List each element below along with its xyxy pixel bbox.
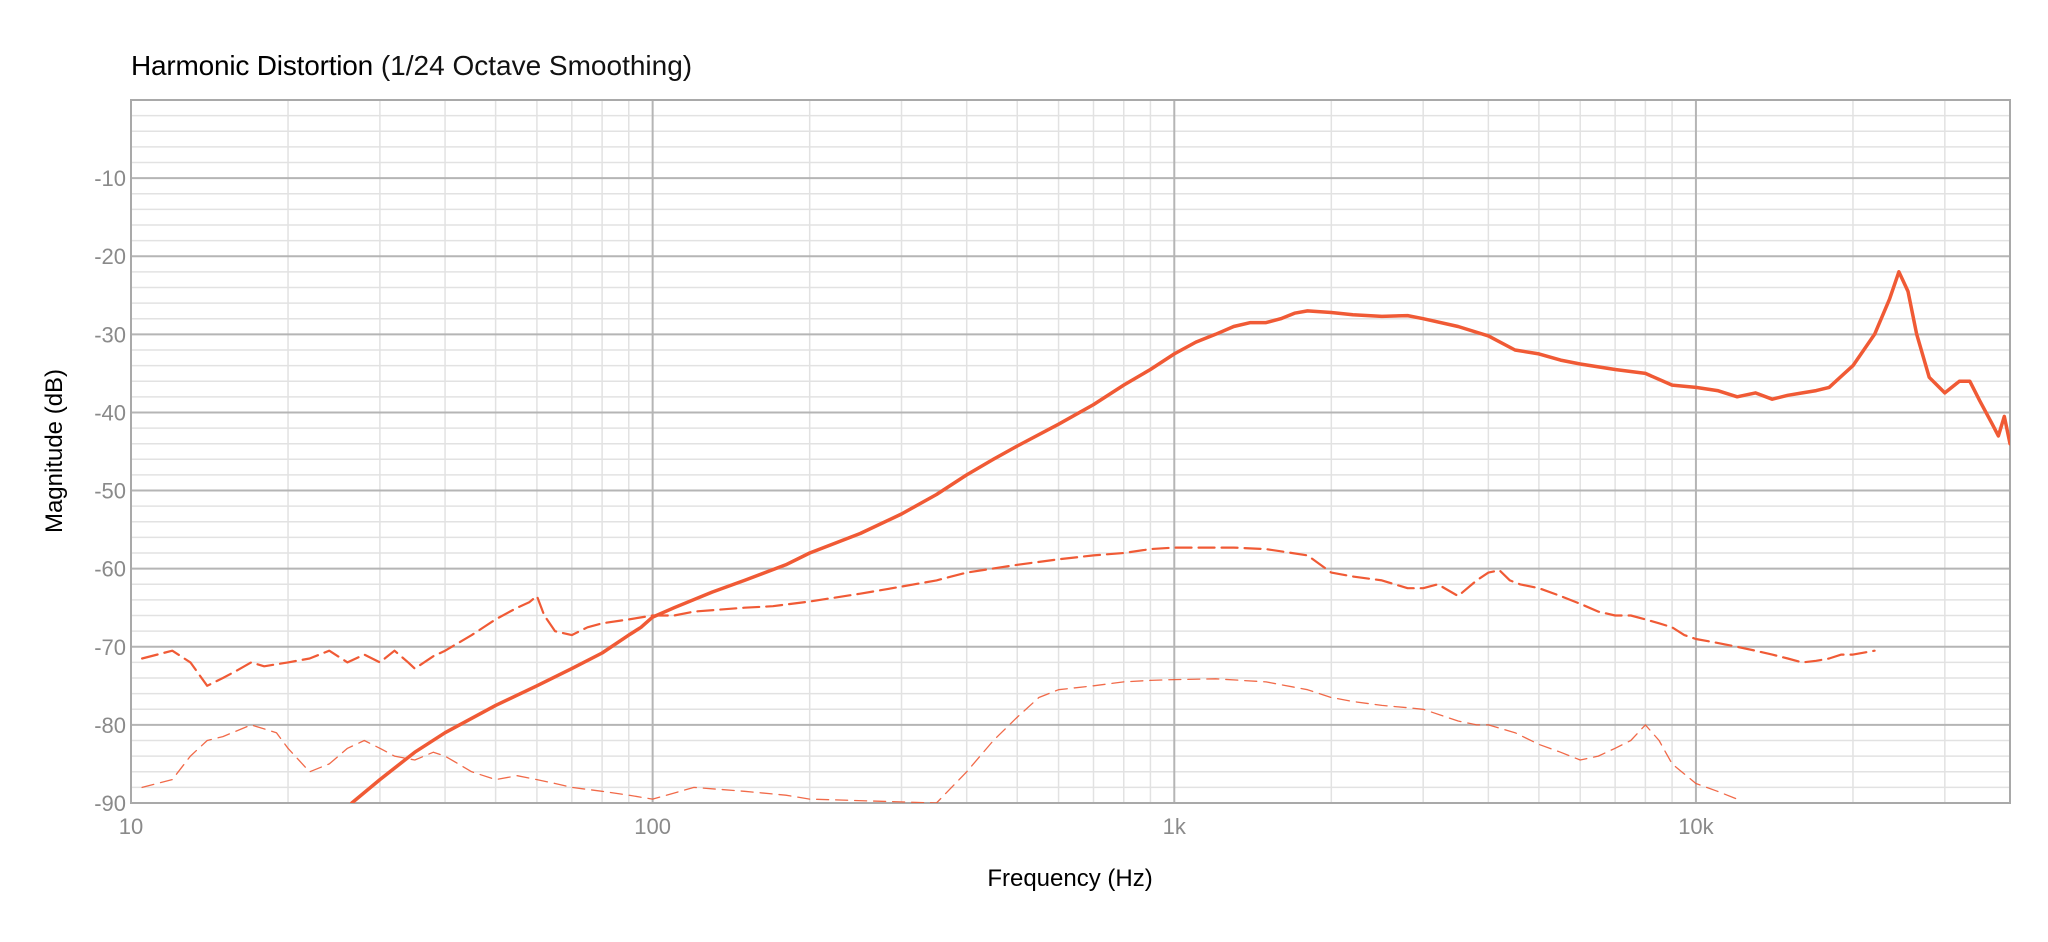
series-line-2	[141, 546, 1876, 687]
y-tick-labels: -10 -20 -30 -40 -50 -60 -70 -80 -90	[94, 166, 126, 816]
x-tick-labels: 10 100 1k 10k	[119, 814, 1715, 839]
y-tick-label: -20	[94, 244, 126, 269]
minor-gridlines	[131, 100, 2010, 803]
series-line-3	[141, 678, 1738, 803]
y-tick-label: -30	[94, 322, 126, 347]
plot-frame	[130, 99, 2011, 804]
x-axis-label: Frequency (Hz)	[987, 865, 1152, 892]
y-tick-label: -10	[94, 166, 126, 191]
y-tick-label: -40	[94, 400, 126, 425]
chart-subtitle: (1/24 Octave Smoothing)	[380, 50, 693, 81]
y-tick-label: -90	[94, 791, 126, 816]
y-tick-label: -60	[94, 557, 126, 582]
x-tick-label: 10k	[1678, 814, 1714, 839]
y-tick-label: -70	[94, 635, 126, 660]
chart-title-main: Harmonic Distortion	[131, 50, 374, 81]
y-axis-label: Magnitude (dB)	[41, 369, 68, 533]
chart-title: Harmonic Distortion (1/24 Octave Smoothi…	[131, 50, 692, 82]
series-line-1	[350, 270, 2010, 803]
y-tick-label: -50	[94, 479, 126, 504]
series-layer	[141, 270, 2010, 803]
y-tick-label: -80	[94, 713, 126, 738]
x-tick-label: 100	[634, 814, 671, 839]
major-gridlines	[131, 100, 2010, 803]
x-tick-label: 1k	[1163, 814, 1187, 839]
x-tick-label: 10	[119, 814, 143, 839]
